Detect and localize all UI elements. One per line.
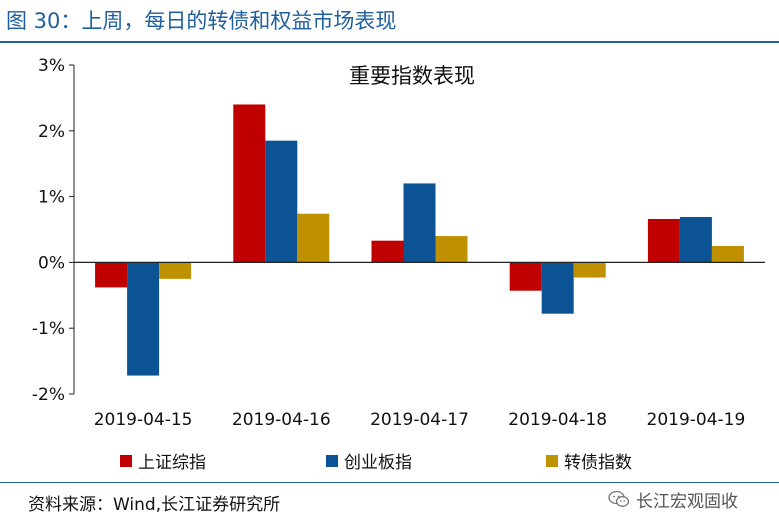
title-divider (0, 41, 779, 43)
bar (159, 262, 192, 279)
legend-label: 转债指数 (564, 453, 632, 473)
watermark: 长江宏观固收 (608, 487, 738, 512)
bar (679, 216, 712, 263)
bar (711, 245, 744, 263)
legend-swatch (326, 455, 338, 467)
y-tick-label: -1% (32, 319, 65, 339)
legend-swatch (120, 455, 132, 467)
watermark-label: 长江宏观固收 (636, 491, 738, 512)
bar (297, 213, 330, 263)
bar (403, 183, 436, 263)
x-tick-label: 2019-04-15 (94, 410, 193, 430)
y-tick-label: 1% (38, 188, 65, 208)
source-divider (0, 482, 779, 483)
bar (95, 262, 128, 288)
y-tick-label: 2% (38, 122, 65, 142)
legend-label: 上证综指 (138, 453, 206, 473)
x-tick-label: 2019-04-17 (370, 410, 469, 430)
y-tick-label: 0% (38, 253, 65, 273)
x-tick-label: 2019-04-19 (647, 410, 746, 430)
legend-label: 创业板指 (344, 453, 412, 473)
bar (573, 262, 606, 278)
bar (371, 240, 404, 263)
bar (509, 262, 542, 291)
bar (127, 262, 160, 376)
bar (435, 236, 468, 263)
x-tick-label: 2019-04-16 (232, 410, 331, 430)
source-note: 资料来源：Wind,长江证券研究所 (28, 495, 281, 515)
y-tick-label: -2% (32, 385, 65, 405)
bar (233, 104, 266, 263)
bar (541, 262, 574, 314)
legend-swatch (546, 455, 558, 467)
figure-title: 图 30：上周，每日的转债和权益市场表现 (6, 9, 397, 33)
chart-title: 重要指数表现 (349, 64, 475, 88)
bar (647, 218, 680, 263)
y-tick-label: 3% (38, 56, 65, 76)
wechat-icon (608, 490, 630, 507)
x-tick-label: 2019-04-18 (508, 410, 607, 430)
bar-chart: 重要指数表现 -2% -1% 0% 1% 2% 3% 2019-04-15 2019-04-16… (32, 56, 765, 473)
bar (265, 140, 298, 263)
